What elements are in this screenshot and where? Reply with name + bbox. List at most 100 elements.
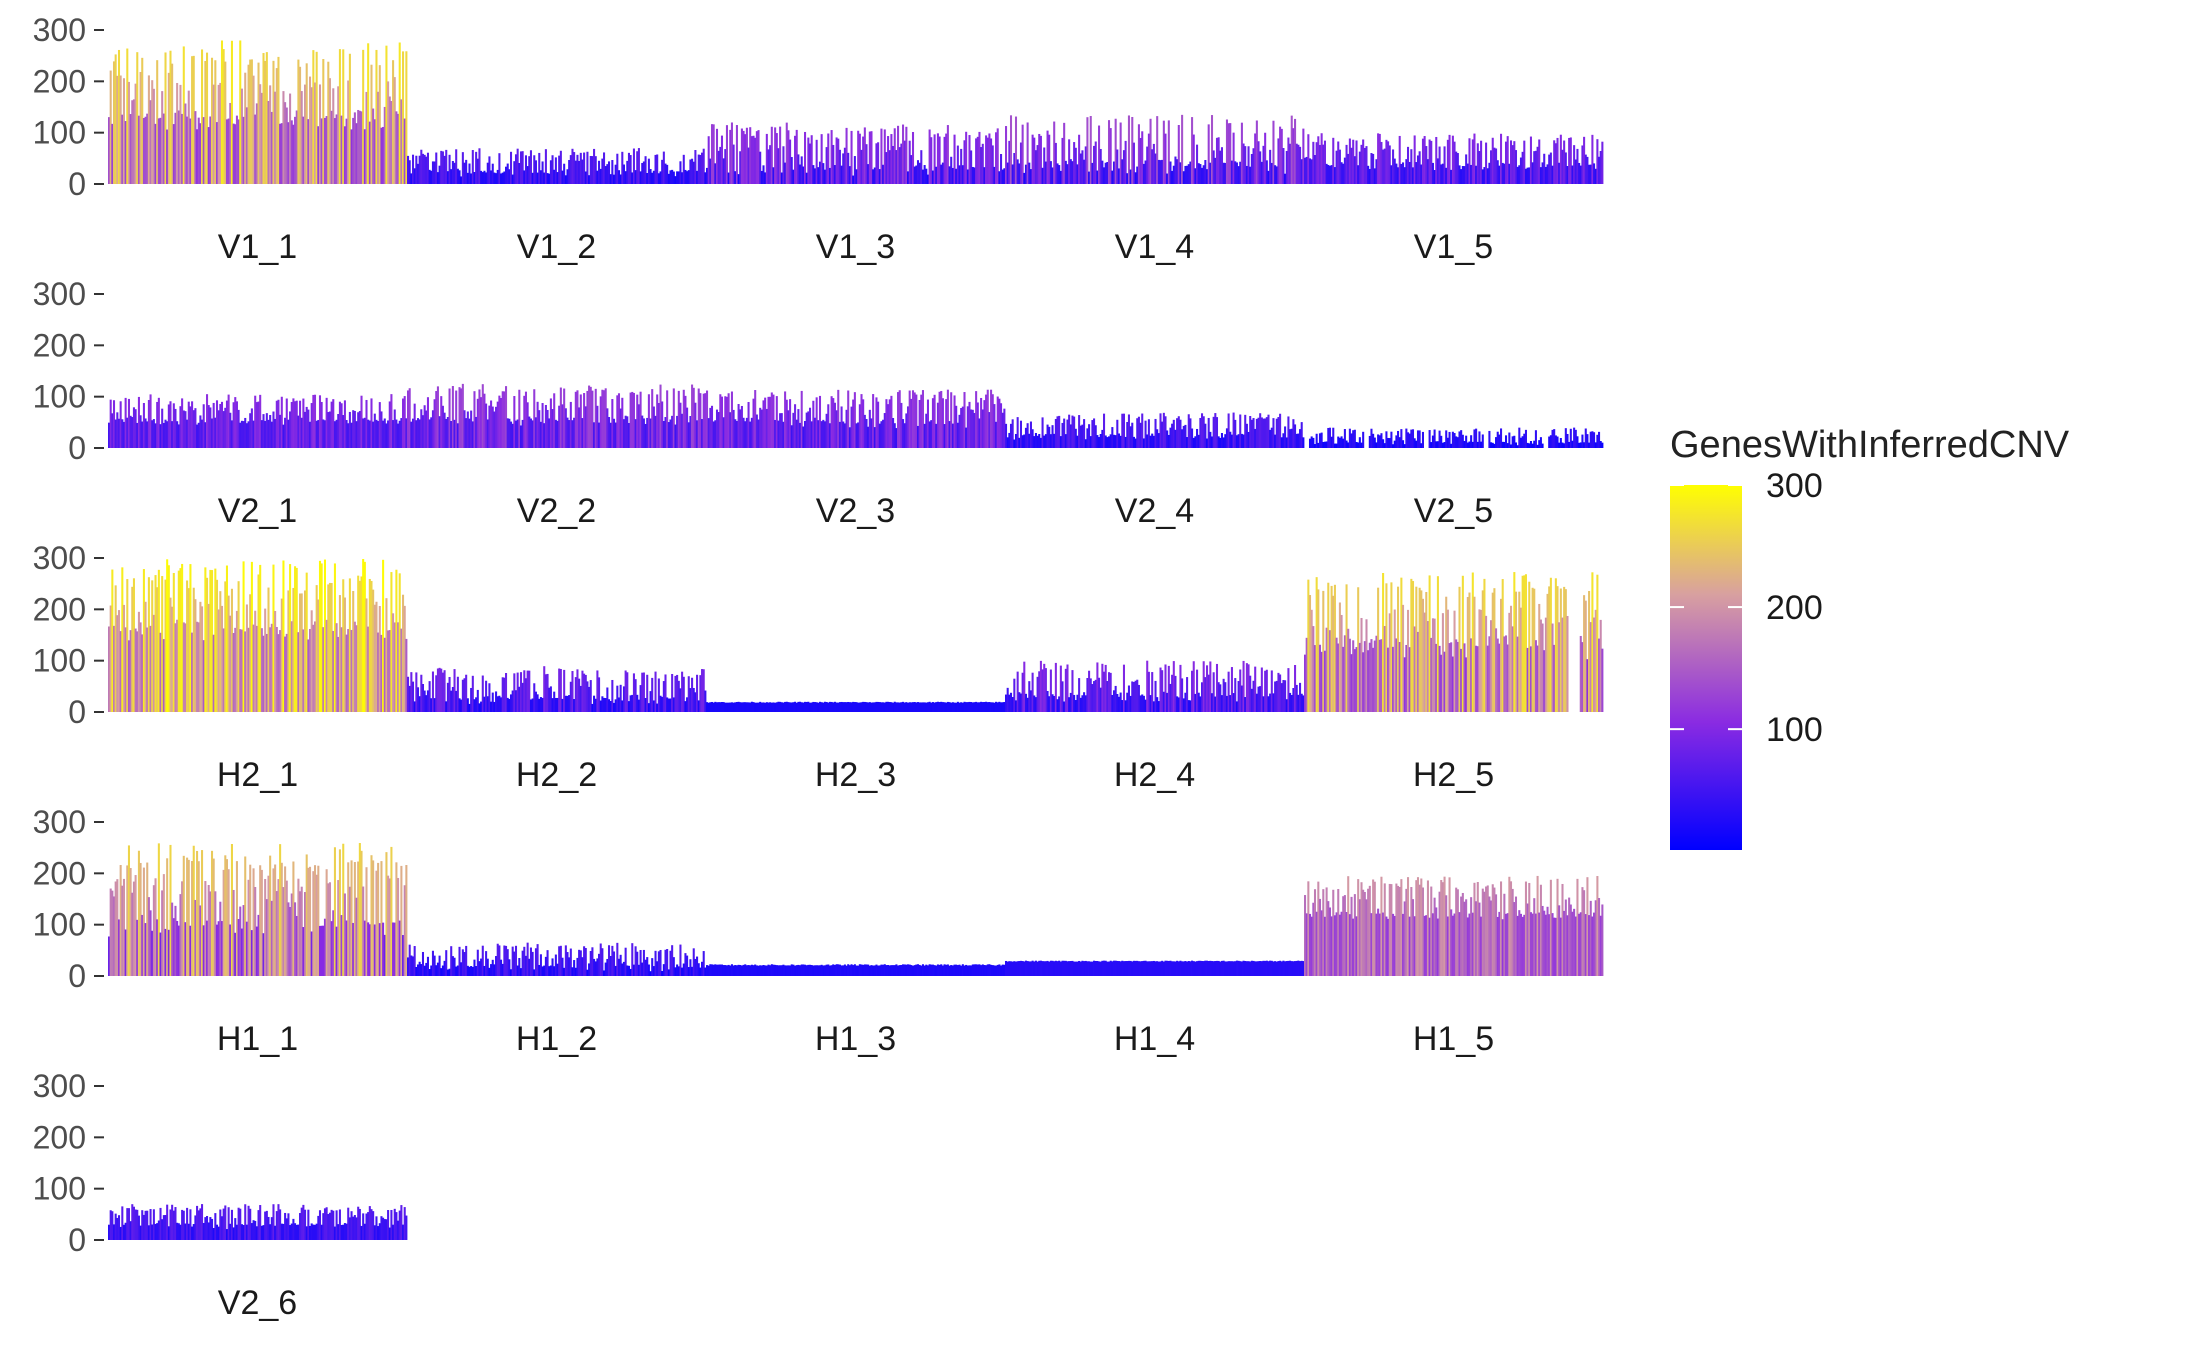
bar — [348, 53, 351, 185]
bar — [426, 956, 429, 976]
bar — [1360, 442, 1363, 448]
bar — [1342, 163, 1345, 184]
bar — [1473, 133, 1476, 184]
bar — [1430, 886, 1433, 976]
bar — [1591, 916, 1594, 976]
bar — [1003, 701, 1006, 712]
bar — [674, 176, 677, 184]
bar — [304, 590, 307, 712]
bar — [1495, 148, 1498, 184]
bar — [636, 394, 639, 448]
bar — [446, 171, 449, 184]
bar — [536, 401, 539, 448]
bar — [1079, 697, 1082, 712]
bar — [995, 965, 998, 976]
bar — [1166, 430, 1169, 448]
bar — [852, 399, 855, 448]
bar — [1410, 578, 1413, 712]
bar — [1161, 159, 1164, 184]
bar — [348, 578, 351, 712]
bar — [523, 670, 526, 712]
bar — [1566, 166, 1569, 184]
bar — [730, 964, 733, 976]
bar — [1005, 960, 1008, 976]
bar — [340, 403, 343, 448]
bar — [1212, 150, 1215, 184]
bar — [112, 61, 116, 184]
bar — [230, 1209, 233, 1240]
bar — [378, 65, 381, 184]
bar — [931, 170, 934, 184]
bar — [797, 409, 800, 448]
bar — [1440, 435, 1443, 448]
bar — [416, 418, 420, 448]
bar — [225, 119, 228, 184]
bar — [1448, 134, 1451, 184]
bar — [516, 965, 519, 976]
bar — [1410, 429, 1413, 448]
bar — [774, 419, 777, 448]
bar — [397, 1220, 400, 1240]
bar — [1260, 961, 1263, 976]
bar — [428, 419, 431, 448]
bar — [1292, 688, 1295, 712]
bar — [808, 143, 812, 184]
bar — [340, 115, 343, 184]
bar — [750, 701, 753, 712]
bar — [365, 399, 368, 448]
bar — [855, 423, 858, 448]
bar — [289, 906, 292, 976]
bar — [1220, 147, 1223, 184]
bar — [212, 634, 215, 712]
bar — [1428, 430, 1431, 448]
bar — [983, 400, 986, 448]
bar — [279, 414, 282, 448]
bar — [430, 965, 433, 976]
bar — [393, 1208, 396, 1240]
bar — [1242, 143, 1245, 184]
bar — [880, 128, 883, 184]
bar — [382, 922, 385, 976]
bar — [804, 701, 807, 712]
bar — [674, 967, 677, 976]
bar — [1433, 429, 1436, 448]
bar — [1019, 960, 1023, 976]
bar — [393, 922, 396, 976]
bar — [201, 49, 204, 184]
bar — [112, 896, 116, 976]
bar — [863, 414, 866, 448]
bar — [1257, 686, 1260, 712]
bar — [847, 390, 850, 448]
bar — [214, 60, 217, 185]
bar — [1167, 120, 1170, 184]
bar — [1074, 428, 1077, 448]
bar — [1011, 697, 1014, 712]
bar — [1514, 896, 1518, 976]
bar — [1513, 902, 1516, 976]
bar — [983, 965, 986, 976]
bar — [1355, 916, 1358, 976]
bar — [1441, 882, 1444, 976]
bar — [1308, 595, 1312, 712]
bar — [224, 407, 227, 448]
bar — [1111, 961, 1114, 976]
bar — [1290, 961, 1293, 976]
bar — [272, 1204, 275, 1240]
bar — [943, 424, 946, 448]
bar — [1142, 163, 1145, 184]
bar — [1596, 574, 1599, 712]
bar — [1564, 152, 1567, 184]
bar — [1436, 918, 1439, 976]
bar — [116, 615, 119, 712]
bar — [724, 396, 727, 448]
bar — [905, 964, 908, 976]
bar — [508, 418, 511, 448]
bar — [564, 945, 567, 976]
bar — [485, 172, 488, 184]
bar — [744, 702, 747, 712]
bar — [737, 174, 740, 184]
bar — [960, 148, 963, 184]
bar — [1156, 429, 1159, 448]
bar — [536, 694, 539, 712]
bar — [845, 702, 848, 712]
